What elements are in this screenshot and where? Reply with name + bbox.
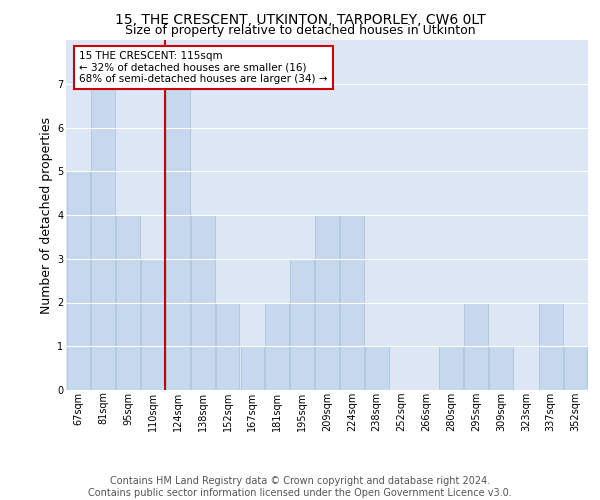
Bar bbox=[67, 171, 90, 390]
Bar bbox=[315, 215, 339, 390]
Bar bbox=[439, 346, 463, 390]
Bar bbox=[116, 215, 140, 390]
Bar bbox=[191, 215, 215, 390]
Bar bbox=[166, 84, 190, 390]
Bar bbox=[91, 84, 115, 390]
Text: 15 THE CRESCENT: 115sqm
← 32% of detached houses are smaller (16)
68% of semi-de: 15 THE CRESCENT: 115sqm ← 32% of detache… bbox=[79, 51, 328, 84]
Bar bbox=[290, 259, 314, 390]
Bar bbox=[141, 259, 165, 390]
Text: 15, THE CRESCENT, UTKINTON, TARPORLEY, CW6 0LT: 15, THE CRESCENT, UTKINTON, TARPORLEY, C… bbox=[115, 12, 485, 26]
Bar bbox=[464, 302, 488, 390]
Text: Size of property relative to detached houses in Utkinton: Size of property relative to detached ho… bbox=[125, 24, 475, 37]
Bar bbox=[564, 346, 587, 390]
Bar bbox=[241, 346, 264, 390]
Bar bbox=[265, 302, 289, 390]
Text: Contains HM Land Registry data © Crown copyright and database right 2024.
Contai: Contains HM Land Registry data © Crown c… bbox=[88, 476, 512, 498]
Bar bbox=[365, 346, 389, 390]
Y-axis label: Number of detached properties: Number of detached properties bbox=[40, 116, 53, 314]
Bar bbox=[539, 302, 563, 390]
Bar bbox=[340, 215, 364, 390]
Bar bbox=[489, 346, 513, 390]
Bar bbox=[216, 302, 239, 390]
